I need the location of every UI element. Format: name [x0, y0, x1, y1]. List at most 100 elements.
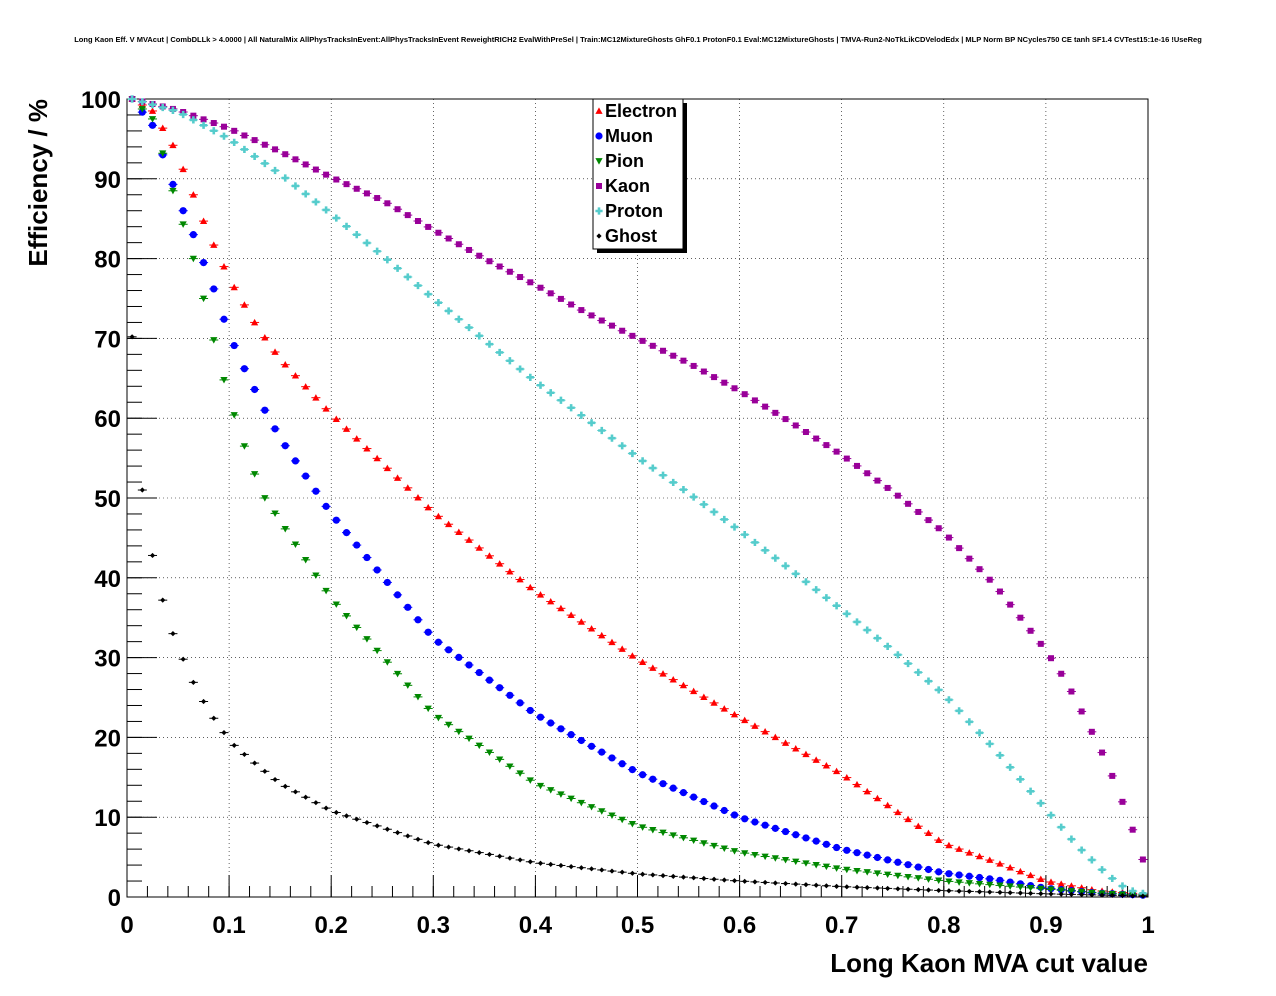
data-point	[690, 837, 698, 845]
data-point	[781, 739, 790, 746]
data-point	[640, 871, 646, 877]
data-point	[1067, 888, 1076, 895]
data-point	[782, 416, 789, 423]
data-point	[894, 858, 902, 866]
data-point	[200, 698, 207, 705]
data-point	[190, 112, 197, 119]
data-point	[832, 602, 841, 610]
data-point	[976, 566, 983, 573]
y-tick-label: 60	[94, 406, 121, 433]
data-point	[159, 124, 167, 132]
data-point	[251, 318, 259, 326]
data-point	[1058, 670, 1065, 677]
data-point	[945, 534, 952, 541]
data-point	[874, 477, 881, 484]
data-point	[955, 707, 963, 715]
data-point	[516, 770, 524, 777]
data-point	[567, 731, 575, 739]
data-point	[312, 487, 320, 495]
data-point	[231, 127, 238, 134]
data-point	[536, 381, 545, 389]
data-point	[383, 578, 391, 587]
data-point	[1006, 883, 1014, 890]
data-point	[302, 190, 310, 198]
data-point	[720, 806, 728, 815]
data-point	[312, 198, 320, 206]
data-point	[282, 783, 288, 789]
data-point	[1017, 890, 1023, 896]
data-point	[148, 116, 157, 123]
data-point	[374, 195, 381, 202]
data-point	[230, 283, 238, 291]
data-point	[812, 586, 820, 594]
data-point	[956, 545, 963, 552]
data-point	[619, 869, 625, 875]
data-point	[639, 337, 646, 344]
data-point	[628, 820, 636, 828]
data-point	[526, 583, 534, 591]
data-point	[199, 121, 208, 129]
x-tick-label: 1	[1141, 912, 1154, 939]
data-point	[598, 808, 606, 815]
data-point	[803, 882, 809, 888]
data-point	[843, 866, 851, 874]
data-point	[292, 156, 299, 163]
data-point	[587, 742, 596, 750]
data-point	[700, 693, 708, 700]
data-point	[506, 357, 514, 365]
data-point	[169, 180, 177, 188]
data-point	[802, 429, 809, 436]
data-point	[660, 873, 666, 879]
data-point	[384, 200, 391, 207]
data-point	[905, 500, 912, 507]
data-point	[557, 295, 564, 302]
data-point	[975, 880, 984, 888]
data-point	[322, 206, 330, 214]
data-point	[1140, 893, 1146, 899]
data-point	[475, 668, 483, 677]
data-point	[864, 885, 870, 891]
data-point	[1129, 826, 1136, 833]
data-point	[526, 706, 534, 715]
data-point	[832, 767, 841, 775]
data-point	[986, 740, 994, 748]
data-point	[313, 800, 319, 806]
legend-box	[592, 98, 684, 250]
data-point	[180, 656, 186, 662]
data-point	[945, 696, 953, 704]
data-point	[812, 837, 820, 845]
data-point	[332, 516, 340, 524]
data-point	[894, 872, 902, 880]
data-point	[1139, 856, 1146, 863]
data-point	[363, 444, 371, 452]
data-point	[231, 742, 237, 748]
data-point	[844, 884, 850, 890]
data-point	[587, 625, 596, 632]
data-point	[527, 859, 533, 865]
data-point	[496, 684, 504, 692]
data-point	[884, 642, 892, 650]
data-point	[629, 870, 635, 876]
data-point	[618, 442, 626, 450]
data-point	[955, 879, 963, 886]
data-point	[199, 217, 208, 224]
legend-marker-ghost	[596, 233, 602, 239]
data-point	[282, 151, 289, 158]
data-point	[731, 878, 738, 884]
data-point	[445, 721, 453, 729]
series-layer	[127, 95, 1148, 899]
data-point	[414, 616, 422, 624]
data-point	[659, 780, 667, 788]
data-point	[1067, 835, 1076, 843]
data-point	[863, 787, 871, 795]
data-point	[1016, 867, 1024, 875]
data-point	[322, 502, 330, 510]
data-point	[281, 526, 289, 533]
data-point	[905, 886, 911, 892]
data-point	[720, 515, 728, 524]
data-point	[169, 187, 177, 195]
data-point	[404, 603, 412, 611]
data-point	[822, 594, 830, 602]
data-point	[240, 365, 249, 373]
data-point	[281, 361, 289, 368]
